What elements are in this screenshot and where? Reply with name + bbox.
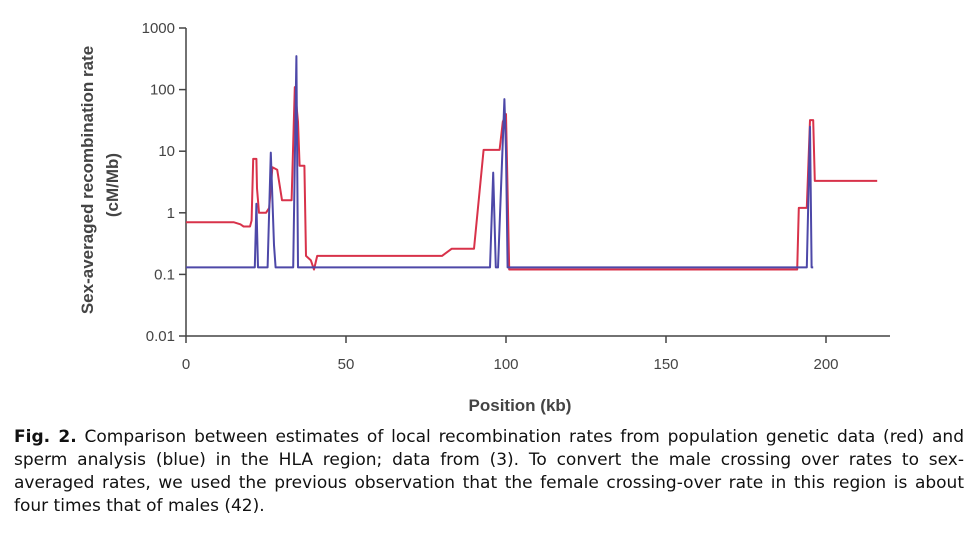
x-axis: 0 50 100 150 200 <box>182 335 890 373</box>
x-tick-label: 50 <box>338 356 355 373</box>
y-tick-label: 0.01 <box>146 328 175 345</box>
y-tick-label: 100 <box>150 82 175 99</box>
y-tick-label: 10 <box>158 143 175 160</box>
y-axis-title-line1: Sex-averaged recombination rate <box>78 46 97 314</box>
y-tick-label: 1000 <box>142 20 175 37</box>
y-axis-title-line2: (cM/Mb) <box>103 153 122 217</box>
figure-caption: Fig. 2. Comparison between estimates of … <box>14 426 964 518</box>
x-tick-label: 100 <box>493 356 518 373</box>
x-tick-label: 150 <box>653 356 678 373</box>
y-tick-label: 0.1 <box>154 266 175 283</box>
y-tick-label: 1 <box>167 205 175 222</box>
y-axis: 0.01 0.1 1 10 100 1000 <box>142 20 187 345</box>
x-axis-title: Position (kb) <box>469 396 572 415</box>
figure-caption-text: Comparison between estimates of local re… <box>14 427 964 516</box>
series-layer <box>186 55 878 271</box>
series-red-line <box>186 86 878 271</box>
x-tick-label: 0 <box>182 356 190 373</box>
recombination-rate-chart: 0.01 0.1 1 10 100 1000 0 50 100 150 200 Position … <box>78 20 890 415</box>
x-tick-label: 200 <box>813 356 838 373</box>
figure-label: Fig. 2. <box>14 427 77 447</box>
series-blue-line <box>186 55 814 269</box>
